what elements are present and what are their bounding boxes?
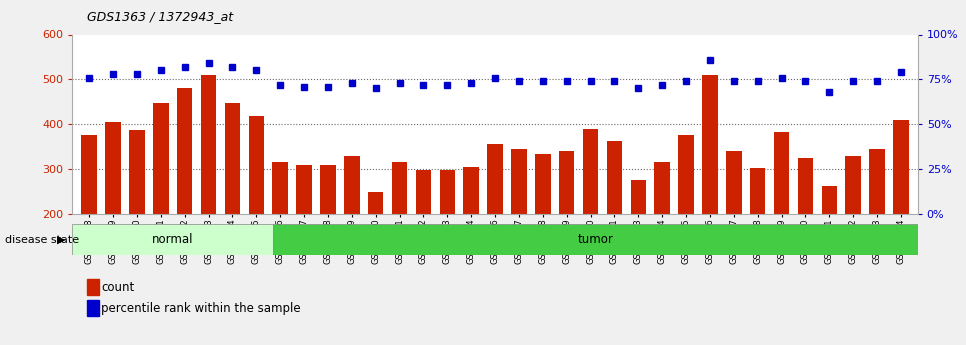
Bar: [225, 103, 241, 214]
Bar: [822, 186, 838, 214]
Bar: [535, 154, 551, 214]
Bar: [511, 149, 526, 214]
Bar: [678, 136, 694, 214]
Bar: [129, 130, 145, 214]
Bar: [869, 149, 885, 214]
Bar: [344, 157, 359, 214]
Bar: [248, 116, 264, 214]
Bar: [631, 180, 646, 214]
Bar: [272, 162, 288, 214]
Text: normal: normal: [152, 233, 193, 246]
Bar: [487, 144, 503, 214]
Bar: [105, 122, 121, 214]
Bar: [368, 193, 384, 214]
Text: disease state: disease state: [5, 235, 79, 245]
Text: percentile rank within the sample: percentile rank within the sample: [101, 302, 301, 315]
Bar: [559, 151, 575, 214]
Text: ▶: ▶: [57, 235, 66, 245]
Bar: [845, 157, 861, 214]
Text: tumor: tumor: [578, 233, 613, 246]
Bar: [440, 170, 455, 214]
Bar: [750, 168, 765, 214]
Bar: [798, 158, 813, 214]
Bar: [415, 170, 431, 214]
Text: GDS1363 / 1372943_at: GDS1363 / 1372943_at: [87, 10, 233, 23]
Bar: [607, 141, 622, 214]
Bar: [774, 132, 789, 214]
Bar: [582, 129, 598, 214]
Bar: [654, 162, 670, 214]
Bar: [153, 103, 168, 214]
Bar: [894, 120, 909, 214]
Bar: [702, 75, 718, 214]
Bar: [72, 224, 273, 255]
Bar: [201, 75, 216, 214]
Bar: [177, 88, 192, 214]
Bar: [464, 167, 479, 214]
Bar: [726, 151, 742, 214]
Text: count: count: [101, 281, 134, 294]
Bar: [297, 166, 312, 214]
Bar: [273, 224, 918, 255]
Bar: [320, 166, 336, 214]
Bar: [81, 136, 97, 214]
Bar: [392, 162, 408, 214]
